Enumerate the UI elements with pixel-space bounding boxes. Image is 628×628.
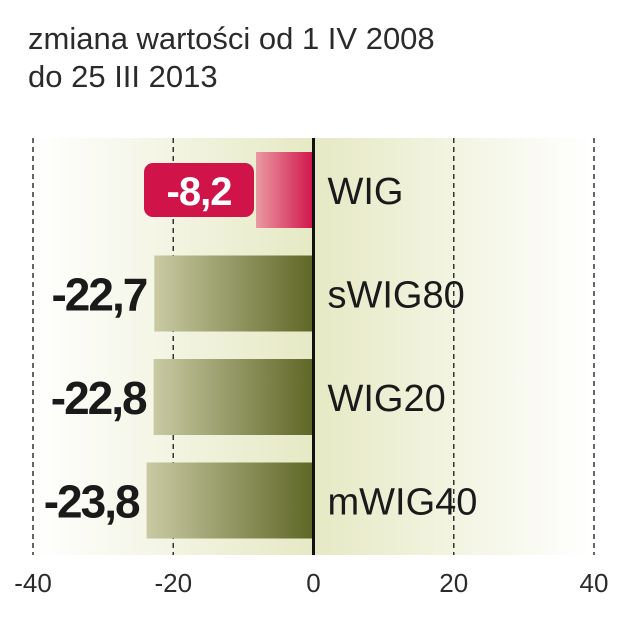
bar: [146, 462, 314, 539]
bar: [153, 359, 314, 435]
x-tick-label: -20: [154, 568, 192, 598]
value-label: -22,8: [51, 372, 147, 424]
bar: [255, 152, 314, 228]
bar: [154, 255, 314, 332]
category-label: mWIG40: [328, 482, 478, 524]
value-label: -23,8: [44, 476, 140, 528]
x-tick-label: 20: [439, 568, 468, 598]
category-label: sWIG80: [328, 275, 465, 317]
x-tick-label: 0: [306, 568, 320, 598]
value-label: -8,2: [167, 170, 232, 214]
x-tick-label: -40: [14, 568, 52, 598]
chart-title-line-1: zmiana wartości od 1 IV 2008: [28, 21, 435, 56]
x-tick-label: 40: [580, 568, 609, 598]
value-label: -22,7: [51, 269, 146, 321]
category-label: WIG20: [328, 378, 446, 420]
value-label-badge: [143, 163, 254, 217]
chart-title: zmiana wartości od 1 IV 2008 do 25 III 2…: [28, 20, 435, 96]
category-label: WIG: [328, 171, 404, 213]
chart-title-line-2: do 25 III 2013: [28, 59, 218, 94]
